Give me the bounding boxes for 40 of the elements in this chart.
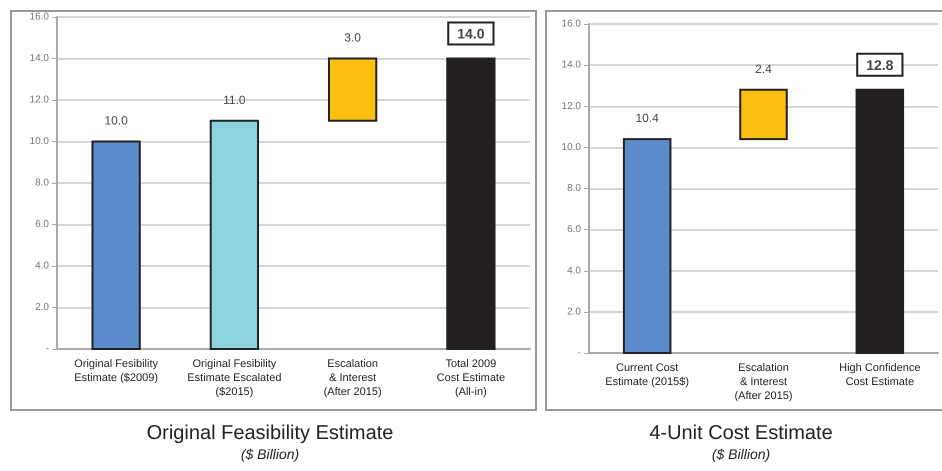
y-tick-label: 10.0 [562,142,582,153]
y-tick-label: 16.0 [562,18,582,30]
bar [446,58,496,350]
bar [328,58,378,122]
data-label: 10.0 [104,114,128,128]
x-tick-label: High Confidence Cost Estimate [839,362,921,388]
y-tick-label: 4.0 [35,260,50,272]
bar [91,140,141,350]
y-tick-label: 16.0 [30,12,50,22]
bar [210,120,260,350]
y-tick-label: 2.0 [35,302,50,313]
text: Original Feasibility Estimate [146,422,394,444]
data-label: 3.0 [344,30,362,44]
x-tick-label: Total 2009 Cost Estimate (All-in) [436,358,506,398]
y-tick-label: 12.0 [30,94,50,106]
x-tick-label: Escalation & Interest (After 2015) [734,362,793,402]
y-tick-label: 14.0 [30,53,50,64]
y-tick-label: 6.0 [567,224,582,236]
y-tick-label: 14.0 [562,60,582,71]
y-tick-label: 12.0 [562,100,582,112]
data-label: 14.0 [457,26,485,42]
x-tick-label: Escalation & Interest (After 2015) [324,358,382,398]
x-tick-label: Original Fesibility Estimate Escalated ($2015) [187,358,282,398]
data-label: 10.4 [635,111,660,126]
y-tick-label: 6.0 [35,219,50,230]
y-tick-label: 8.0 [567,183,582,194]
x-tick-label: Current Cost Estimate (2015$) [605,362,690,388]
y-tick-label: - [578,348,581,358]
data-label: 2.4 [755,62,772,76]
data-label: 12.8 [866,56,894,73]
y-tick-label: 8.0 [35,178,50,188]
y-tick-label: 10.0 [30,136,50,147]
text: ($ Billion) [712,446,770,462]
text: 4-Unit Cost Estimate [649,422,833,444]
y-tick-label: - [46,344,49,354]
y-tick-label: 4.0 [567,265,582,276]
y-tick-label: 2.0 [567,306,582,318]
data-label: 11.0 [223,92,246,107]
x-tick-label: Original Fesibility Estimate ($2009) [74,358,158,384]
text: ($ Billion) [240,446,300,462]
